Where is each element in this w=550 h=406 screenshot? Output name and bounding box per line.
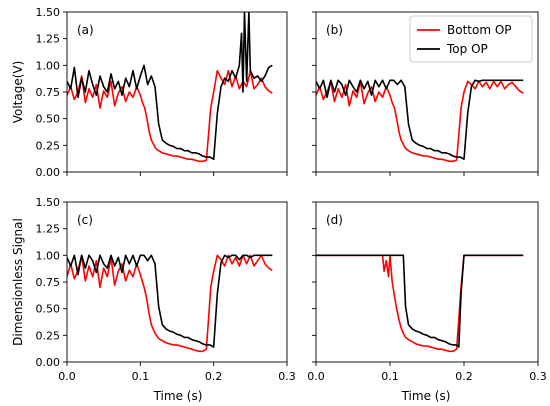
y-tick-label: 1.50 bbox=[36, 6, 61, 19]
x-axis-label-left: Time (s) bbox=[153, 389, 203, 403]
x-tick-label: 0.3 bbox=[278, 370, 296, 383]
y-tick-label: 0.25 bbox=[36, 329, 61, 342]
panel-1: (b) bbox=[312, 11, 539, 176]
y-tick-label: 1.25 bbox=[36, 223, 61, 236]
x-tick-label: 0.3 bbox=[529, 370, 547, 383]
y-tick-label: 0.50 bbox=[36, 113, 61, 126]
panel-label: (c) bbox=[77, 213, 93, 227]
plot-frame bbox=[315, 201, 539, 363]
y-axis-label-bottom: Dimensionless Signal bbox=[11, 218, 25, 346]
y-tick-label: 1.00 bbox=[36, 59, 61, 72]
panel-label: (b) bbox=[326, 23, 343, 37]
panel-label: (a) bbox=[77, 23, 94, 37]
y-tick-label: 0.00 bbox=[36, 166, 61, 179]
x-axis-label-right: Time (s) bbox=[401, 389, 451, 403]
y-tick-label: 0.75 bbox=[36, 276, 61, 289]
x-tick-label: 0.0 bbox=[58, 370, 76, 383]
legend-label: Top OP bbox=[446, 42, 488, 56]
legend-label: Bottom OP bbox=[447, 23, 512, 37]
x-tick-label: 0.2 bbox=[205, 370, 223, 383]
y-tick-label: 0.75 bbox=[36, 86, 61, 99]
panel-2: 0.00 0.25 0.50 0.75 1.00 1.25 1.50 0.0 0.1 0.2 0.3… bbox=[36, 196, 296, 383]
x-tick-label: 0.0 bbox=[307, 370, 325, 383]
y-tick-label: 1.00 bbox=[36, 249, 61, 262]
x-tick-label: 0.1 bbox=[132, 370, 150, 383]
series-line-top-op bbox=[316, 254, 524, 348]
y-tick-label: 1.50 bbox=[36, 196, 61, 209]
series-line-top-op bbox=[67, 12, 273, 160]
series-line-bottom-op bbox=[316, 80, 524, 163]
panel-0: 0.00 0.25 0.50 0.75 1.00 1.25 1.50 (a) bbox=[36, 6, 288, 179]
panel-3: 0.0 0.1 0.2 0.3 (d) bbox=[307, 201, 547, 383]
y-tick-label: 1.25 bbox=[36, 33, 61, 46]
y-tick-label: 0.25 bbox=[36, 139, 61, 152]
panel-label: (d) bbox=[326, 213, 343, 227]
x-tick-label: 0.2 bbox=[455, 370, 473, 383]
y-axis-label-top: Voltage(V) bbox=[11, 61, 25, 124]
y-tick-label: 0.00 bbox=[36, 356, 61, 369]
y-tick-label: 0.50 bbox=[36, 303, 61, 316]
legend-box bbox=[409, 15, 533, 63]
series-line-top-op bbox=[67, 254, 273, 348]
legend: Bottom OP Top OP bbox=[409, 15, 533, 63]
series-line-top-op bbox=[316, 79, 524, 160]
series-line-bottom-op bbox=[67, 254, 273, 353]
series-line-bottom-op bbox=[316, 254, 524, 353]
x-tick-label: 0.1 bbox=[381, 370, 399, 383]
